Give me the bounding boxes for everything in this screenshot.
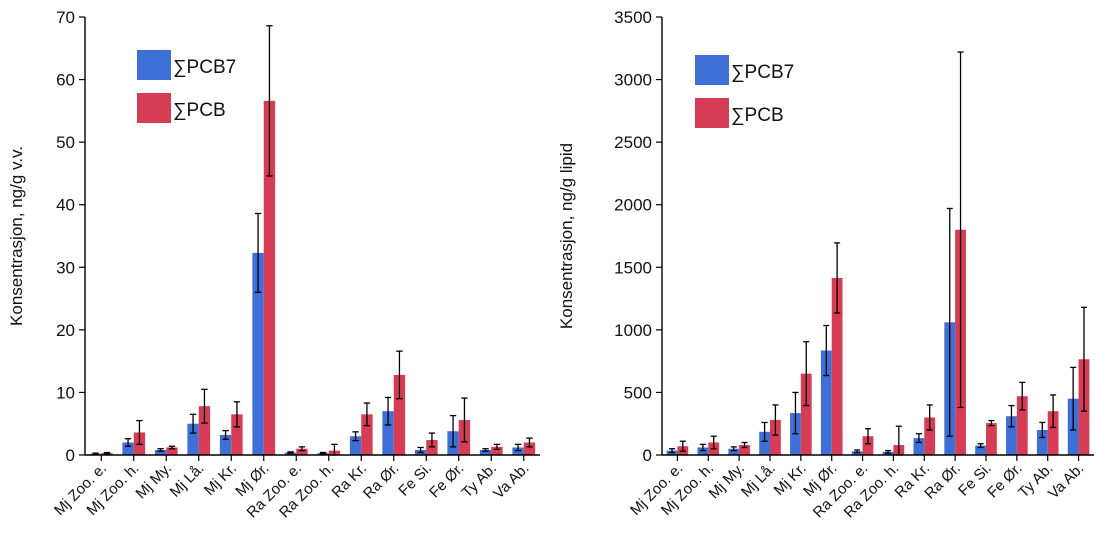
bar-pcb [263, 100, 276, 456]
y-tick-label: 0 [66, 446, 75, 465]
legend-swatch [695, 98, 729, 128]
bar-pcb [523, 442, 536, 455]
bar-pcb [770, 419, 781, 455]
bar-pcb [862, 436, 874, 455]
bar-pcb [491, 446, 503, 455]
bar-pcb7 [479, 449, 492, 455]
bar-pcb [986, 423, 997, 455]
legend: ∑PCB7 ∑PCB [695, 55, 794, 128]
bar-pcb [831, 277, 843, 455]
bar-pcb7 [975, 445, 986, 455]
bar-pcb [231, 414, 243, 455]
legend-swatch [137, 93, 171, 123]
bar-pcb7 [1006, 416, 1017, 455]
bar-pcb7 [382, 411, 394, 455]
bar-pcb7 [759, 431, 770, 455]
y-tick-label: 1000 [614, 321, 652, 340]
bar-pcb [1047, 411, 1059, 455]
bar-pcb [1016, 396, 1028, 455]
bar-pcb [739, 444, 750, 455]
x-tick-label: Mj Kr. [201, 460, 240, 499]
legend: ∑PCB7 ∑PCB [137, 50, 236, 123]
legend-label: ∑PCB7 [731, 62, 794, 83]
legend-label: ∑PCB [173, 100, 226, 121]
bar-pcb [800, 373, 812, 455]
y-tick-label: 1500 [614, 258, 652, 277]
y-tick-label: 30 [56, 258, 75, 277]
x-tick-label: Mj My. [133, 460, 175, 502]
bar-pcb7 [820, 350, 832, 455]
y-tick-label: 50 [56, 133, 75, 152]
legend-swatch [695, 55, 729, 85]
y-tick-label: 3000 [614, 71, 652, 90]
legend-label: ∑PCB [731, 105, 784, 126]
x-tick-label: Mj Lå. [738, 460, 779, 501]
bar-pcb [296, 448, 308, 455]
bar-pcb7 [1036, 429, 1048, 455]
x-tick-label: Fe Ør. [426, 460, 467, 501]
bar-pcb7 [728, 448, 740, 455]
y-tick-label: 0 [643, 446, 652, 465]
y-axis-label: Konsentrasjon, ng/g v.v. [7, 146, 26, 326]
bar-pcb7 [913, 438, 925, 455]
bar-pcb7 [349, 436, 362, 455]
legend-label: ∑PCB7 [173, 57, 236, 78]
bar-pcb7 [154, 449, 167, 455]
x-tick-label: Va Ab. [490, 460, 532, 502]
x-tick-label: Ra Ør. [360, 460, 403, 503]
y-tick-label: 500 [624, 383, 652, 402]
bar-pcb7 [252, 252, 264, 455]
y-axis-label: Konsentrasjon, ng/g lipid [557, 143, 576, 329]
x-tick-label: Mj My. [706, 460, 748, 502]
x-tick-label: Ra Ør. [921, 460, 964, 503]
y-tick-label: 3500 [614, 8, 652, 27]
bar-pcb7 [187, 423, 199, 455]
y-tick-label: 2500 [614, 133, 652, 152]
y-tick-label: 2000 [614, 196, 652, 215]
bar-pcb7 [122, 442, 134, 455]
x-tick-label: Mj Lå. [167, 460, 208, 501]
bar-pcb [166, 447, 178, 455]
bar-pcb [361, 414, 373, 455]
right-chart: 0 500 1000 1500 2000 2500 3000 3500 Konsentrasjo… [557, 8, 1094, 521]
bar-pcb [393, 374, 406, 455]
bar-pcb [198, 406, 211, 455]
y-tick-label: 20 [56, 321, 75, 340]
bar-pcb [924, 417, 936, 455]
legend-swatch [137, 50, 171, 80]
y-tick-label: 60 [56, 71, 75, 90]
y-tick-label: 40 [56, 196, 75, 215]
y-tick-label: 70 [56, 8, 75, 27]
left-chart: 0 10 20 30 40 50 60 70 Konsentrasjon, ng/g v.v. M… [7, 8, 540, 521]
y-tick-label: 10 [56, 383, 75, 402]
x-tick-label: Va Ab. [1045, 460, 1087, 502]
bar-pcb7 [219, 434, 232, 455]
